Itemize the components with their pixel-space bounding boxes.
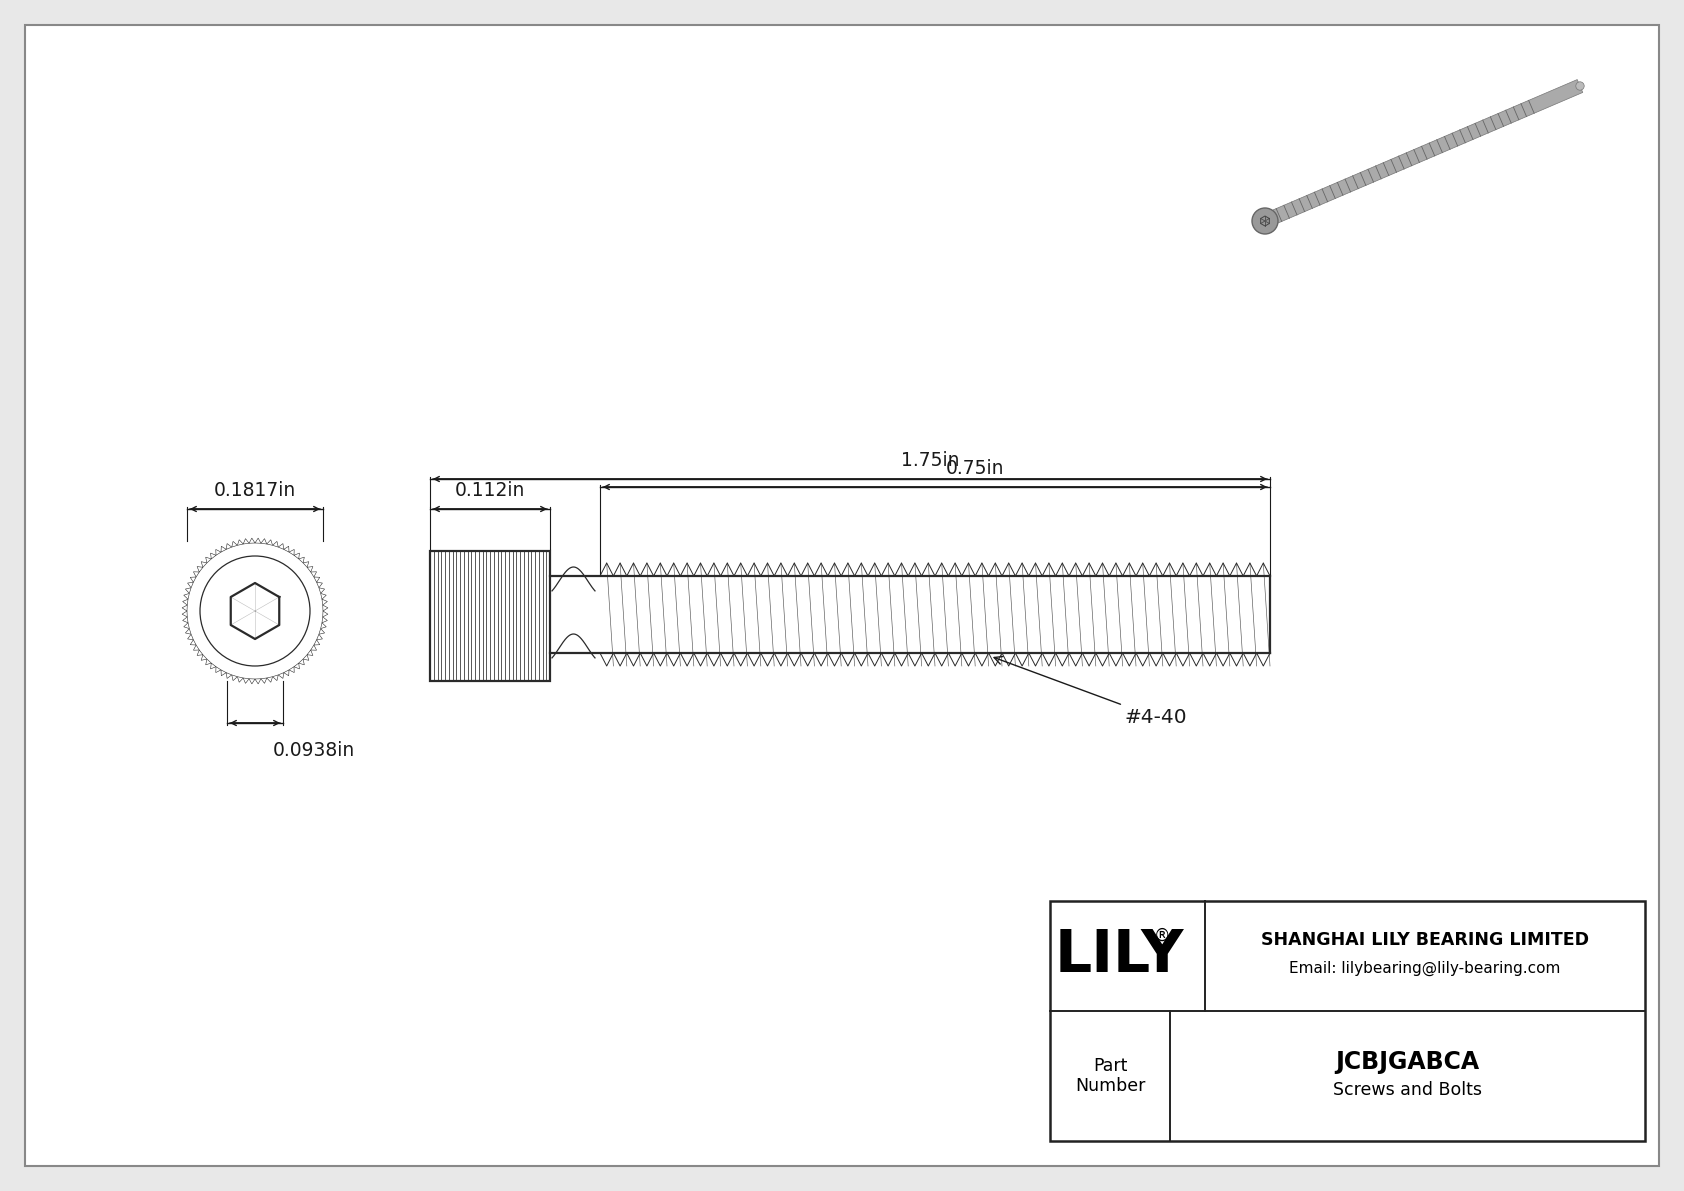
- Polygon shape: [278, 543, 283, 549]
- Polygon shape: [194, 572, 199, 576]
- Polygon shape: [249, 679, 254, 684]
- Polygon shape: [226, 673, 232, 679]
- Text: 0.1817in: 0.1817in: [214, 481, 296, 500]
- Polygon shape: [194, 646, 199, 650]
- Polygon shape: [185, 629, 190, 635]
- Text: Screws and Bolts: Screws and Bolts: [1334, 1081, 1482, 1099]
- Polygon shape: [182, 605, 187, 611]
- Polygon shape: [295, 663, 300, 669]
- Polygon shape: [306, 567, 313, 572]
- Text: 0.75in: 0.75in: [946, 459, 1004, 478]
- Polygon shape: [205, 557, 210, 563]
- Polygon shape: [232, 675, 237, 680]
- Polygon shape: [200, 562, 207, 567]
- Polygon shape: [190, 576, 195, 582]
- Polygon shape: [182, 611, 187, 617]
- Bar: [1051, 902, 1645, 1141]
- Polygon shape: [266, 676, 273, 682]
- Circle shape: [200, 556, 310, 666]
- Polygon shape: [249, 538, 254, 543]
- Polygon shape: [323, 611, 328, 617]
- Polygon shape: [185, 587, 190, 593]
- Polygon shape: [317, 635, 322, 640]
- Polygon shape: [237, 540, 242, 545]
- Text: JCBJGABCA: JCBJGABCA: [1335, 1050, 1480, 1074]
- Circle shape: [1576, 82, 1585, 91]
- Polygon shape: [298, 557, 305, 563]
- Polygon shape: [306, 650, 313, 655]
- Polygon shape: [303, 655, 308, 660]
- Bar: [429, 551, 551, 681]
- Polygon shape: [190, 640, 195, 646]
- Polygon shape: [187, 635, 194, 640]
- Text: SHANGHAI LILY BEARING LIMITED: SHANGHAI LILY BEARING LIMITED: [1261, 931, 1590, 949]
- Text: LILY: LILY: [1054, 928, 1184, 985]
- Text: Part
Number: Part Number: [1074, 1056, 1145, 1096]
- Polygon shape: [242, 538, 249, 544]
- Text: 1.75in: 1.75in: [901, 451, 960, 470]
- Polygon shape: [226, 543, 232, 549]
- Polygon shape: [273, 542, 278, 547]
- Ellipse shape: [1251, 208, 1278, 233]
- Text: #4-40: #4-40: [994, 656, 1187, 727]
- Polygon shape: [197, 567, 202, 572]
- Polygon shape: [184, 623, 189, 629]
- Polygon shape: [318, 587, 325, 593]
- Polygon shape: [290, 667, 295, 673]
- Polygon shape: [322, 599, 327, 605]
- Polygon shape: [232, 542, 237, 547]
- Polygon shape: [290, 549, 295, 555]
- Polygon shape: [200, 655, 207, 660]
- Polygon shape: [318, 629, 325, 635]
- Polygon shape: [323, 605, 328, 611]
- Polygon shape: [313, 576, 320, 582]
- Polygon shape: [221, 669, 226, 675]
- Polygon shape: [266, 540, 273, 545]
- Polygon shape: [254, 679, 261, 684]
- Polygon shape: [216, 549, 221, 555]
- Polygon shape: [210, 553, 216, 559]
- Polygon shape: [261, 678, 266, 684]
- Polygon shape: [320, 623, 327, 629]
- Polygon shape: [182, 599, 189, 605]
- Polygon shape: [187, 582, 194, 587]
- Polygon shape: [313, 640, 320, 646]
- Polygon shape: [237, 676, 242, 682]
- Text: Email: lilybearing@lily-bearing.com: Email: lilybearing@lily-bearing.com: [1290, 960, 1561, 975]
- Polygon shape: [1263, 80, 1583, 227]
- Polygon shape: [184, 593, 189, 599]
- Polygon shape: [273, 675, 278, 680]
- Polygon shape: [295, 553, 300, 559]
- Polygon shape: [320, 593, 327, 599]
- Polygon shape: [322, 617, 327, 623]
- Polygon shape: [205, 659, 210, 665]
- Polygon shape: [283, 547, 290, 553]
- Polygon shape: [261, 538, 266, 544]
- Polygon shape: [216, 667, 221, 673]
- Polygon shape: [242, 678, 249, 684]
- Polygon shape: [303, 562, 308, 567]
- Text: 0.0938in: 0.0938in: [273, 741, 355, 760]
- Polygon shape: [197, 650, 202, 655]
- Polygon shape: [312, 572, 317, 576]
- Polygon shape: [254, 538, 261, 543]
- Polygon shape: [221, 547, 226, 553]
- Polygon shape: [317, 582, 322, 587]
- Polygon shape: [298, 659, 305, 665]
- Text: 0.112in: 0.112in: [455, 481, 525, 500]
- Polygon shape: [312, 646, 317, 650]
- Text: ®: ®: [1154, 927, 1170, 944]
- Polygon shape: [182, 617, 189, 623]
- Polygon shape: [210, 663, 216, 669]
- Polygon shape: [278, 673, 283, 679]
- Polygon shape: [283, 669, 290, 675]
